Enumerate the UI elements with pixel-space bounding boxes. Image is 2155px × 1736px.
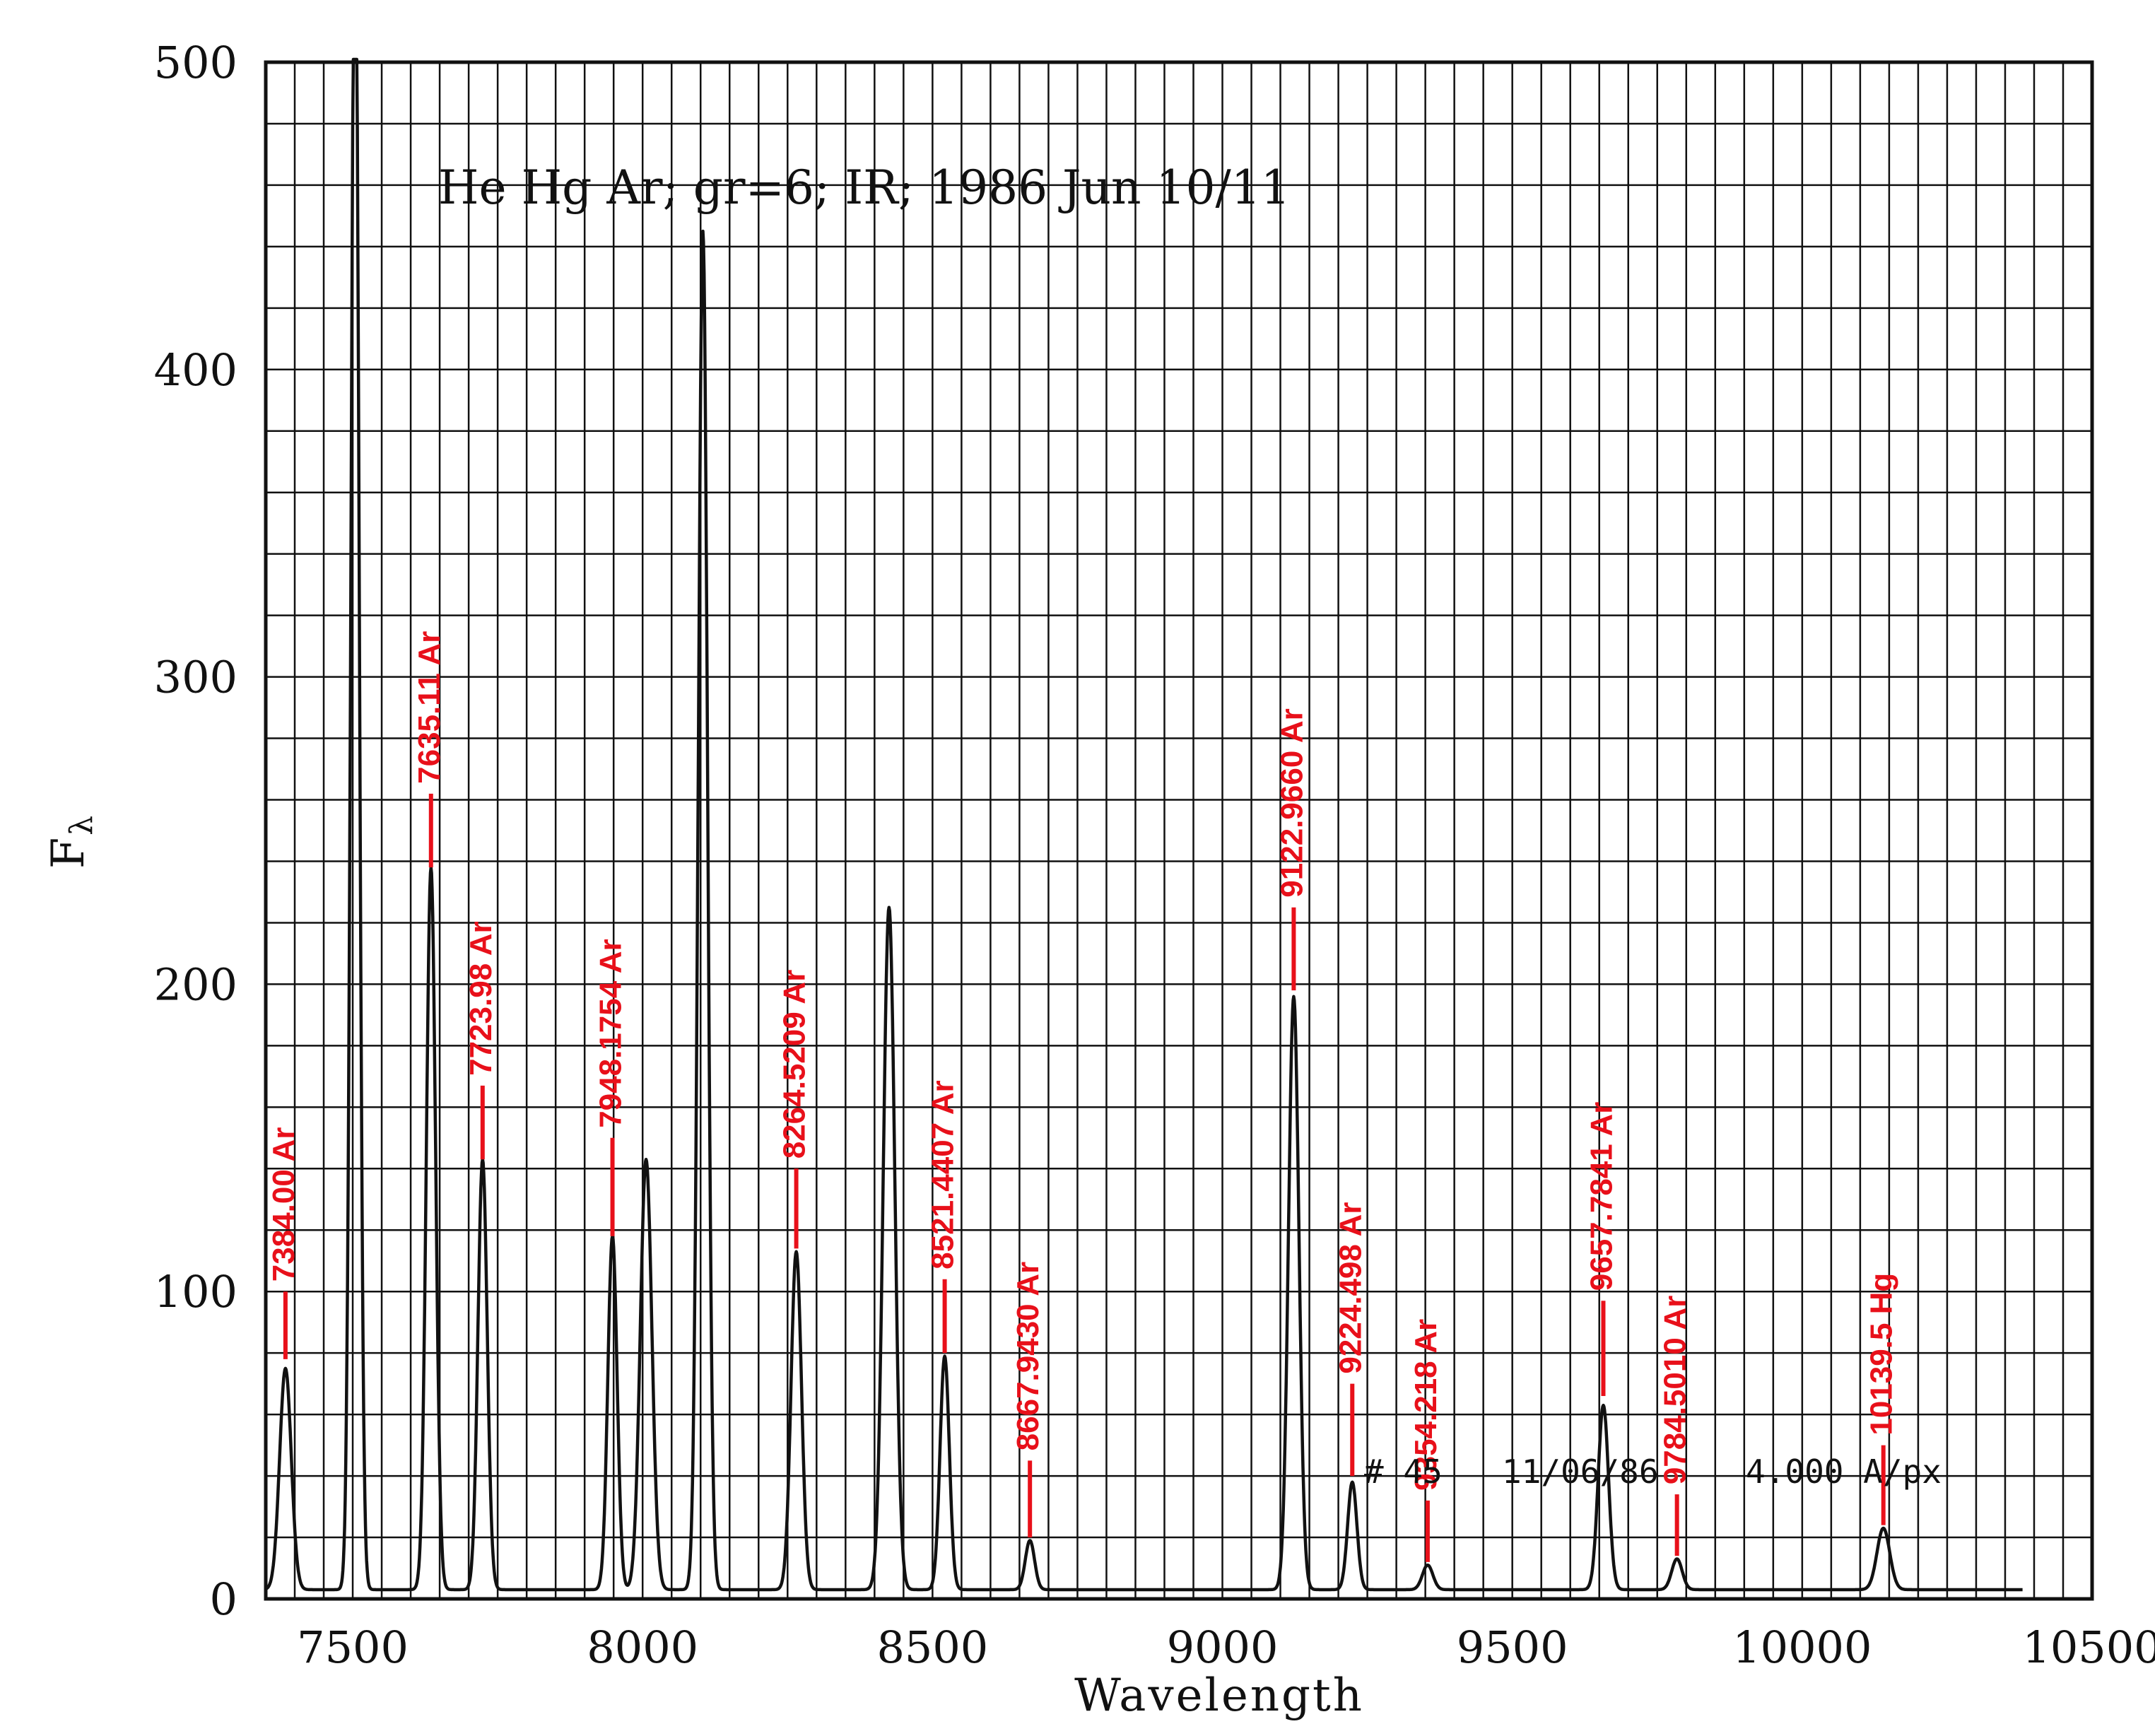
line-id-label: 7948.1754 Ar (594, 939, 628, 1127)
x-tick-label: 7500 (297, 1621, 409, 1673)
y-axis-title-main: F (42, 835, 95, 869)
x-tick-label: 9000 (1167, 1621, 1279, 1673)
y-axis-title-sub: λ (64, 814, 100, 835)
y-tick-label: 400 (154, 344, 237, 396)
footer-date: 11/06/86 (1502, 1453, 1659, 1491)
line-id-label: 10139.5 Hg (1865, 1273, 1899, 1436)
line-identifications: 7384.00 Ar 7635.11 Ar 7723.98 Ar 7948.1754 … (266, 631, 1899, 1562)
y-tick-label: 100 (154, 1266, 237, 1318)
y-tick-label: 0 (210, 1573, 237, 1625)
footer-number: # 45 (1364, 1453, 1443, 1491)
spectrum-line (265, 57, 2024, 1592)
grid (264, 61, 2094, 1600)
line-id-label: 7723.98 Ar (464, 921, 498, 1076)
x-tick-label: 10000 (1732, 1621, 1872, 1673)
svg-text:Fλ: Fλ (42, 814, 100, 869)
line-id-label: 8521.4407 Ar (926, 1080, 961, 1269)
line-id-label: 9657.7841 Ar (1584, 1102, 1619, 1291)
x-tick-label: 10500 (2022, 1621, 2155, 1673)
y-axis-title: Fλ (42, 814, 100, 869)
x-tick-label: 9500 (1457, 1621, 1568, 1673)
plot-frame (264, 60, 2094, 1601)
footer-dispersion: 4.000 A/px (1746, 1453, 1942, 1491)
line-id-label: 7384.00 Ar (266, 1127, 301, 1282)
line-id-label: 9784.5010 Ar (1658, 1296, 1693, 1484)
y-axis-ticks: 0 100 200 300 400 500 (154, 37, 237, 1625)
x-tick-label: 8500 (876, 1621, 988, 1673)
line-id-label: 9122.9660 Ar (1274, 708, 1309, 897)
y-tick-label: 200 (154, 958, 237, 1010)
line-id-label: 7635.11 Ar (412, 631, 447, 784)
x-tick-label: 8000 (587, 1621, 698, 1673)
y-tick-label: 500 (154, 37, 237, 88)
y-tick-label: 300 (154, 652, 237, 703)
line-id-label: 9224.498 Ar (1333, 1202, 1368, 1374)
line-id-label: 8667.9430 Ar (1011, 1262, 1045, 1450)
x-axis-title: Wavelength (1074, 1670, 1364, 1722)
chart-title: He Hg Ar; gr=6; IR; 1986 Jun 10/11 (438, 160, 1291, 215)
x-axis-ticks: 7500 8000 8500 9000 9500 10000 10500 (297, 1621, 2155, 1673)
line-id-label: 8264.5209 Ar (777, 970, 812, 1159)
line-id-label: 9354.218 Ar (1409, 1319, 1443, 1491)
